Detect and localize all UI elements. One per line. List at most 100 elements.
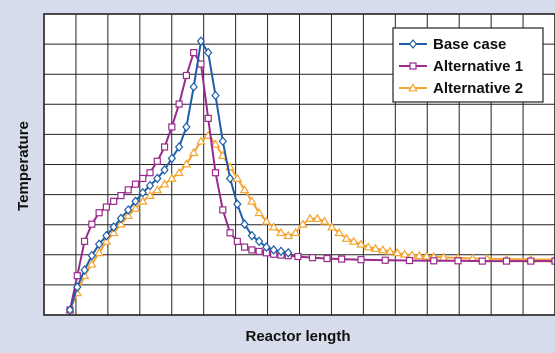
data-point [197, 60, 205, 68]
data-point [196, 136, 206, 145]
data-point [241, 243, 249, 251]
data-point [247, 196, 257, 205]
data-point [226, 229, 234, 237]
data-point [131, 196, 140, 207]
data-point [294, 252, 302, 261]
data-point [421, 251, 432, 260]
data-point [527, 257, 535, 265]
data-point [108, 227, 119, 237]
data-point [308, 254, 317, 262]
data-point [181, 159, 192, 168]
data-point [124, 186, 132, 194]
data-point [153, 173, 162, 184]
data-point [102, 203, 110, 211]
data-point [88, 220, 96, 228]
data-point [233, 237, 241, 245]
data-point [116, 213, 126, 224]
data-point [283, 230, 294, 240]
data-point [102, 230, 111, 241]
data-point [370, 243, 381, 252]
x-axis-label: Reactor length [245, 328, 350, 345]
data-point [109, 222, 118, 232]
legend-entry: Alternative 2 [399, 80, 523, 97]
data-point [204, 47, 213, 58]
data-point [211, 90, 220, 101]
grid-lines [44, 14, 555, 315]
legend-label: Alternative 1 [433, 58, 523, 75]
data-point [232, 173, 243, 182]
data-point [341, 233, 352, 242]
data-point [323, 254, 331, 263]
data-point [174, 142, 184, 152]
data-point [218, 136, 227, 147]
data-point [160, 164, 169, 175]
data-point [430, 257, 438, 265]
data-point [290, 227, 301, 237]
data-point [254, 207, 264, 217]
data-point [248, 246, 256, 254]
data-point [168, 123, 176, 131]
data-point [305, 213, 315, 222]
data-point [153, 157, 161, 165]
legend-entry: Base case [399, 36, 506, 53]
data-point [124, 204, 133, 215]
data-point [146, 169, 154, 177]
data-point [338, 255, 346, 263]
data-point [254, 236, 264, 247]
data-point [145, 190, 155, 199]
data-point [381, 256, 389, 264]
data-point [297, 219, 308, 228]
data-point [117, 192, 125, 200]
data-point [73, 272, 81, 280]
series-base-case [65, 36, 293, 315]
series-layer [65, 36, 555, 315]
data-point [131, 180, 140, 188]
data-point [101, 236, 112, 245]
data-point [130, 203, 141, 212]
data-point [357, 256, 365, 264]
data-point [255, 247, 263, 255]
data-point [219, 206, 227, 214]
data-point [86, 259, 97, 268]
data-point [276, 246, 286, 257]
data-point [80, 237, 89, 245]
data-point [268, 222, 279, 231]
data-point [478, 257, 486, 265]
legend-label: Alternative 2 [433, 80, 523, 97]
data-point [138, 187, 147, 198]
data-point [348, 236, 359, 245]
data-point [139, 174, 147, 183]
data-point [269, 245, 278, 255]
data-point [225, 173, 235, 184]
data-point [414, 250, 425, 260]
data-point [247, 230, 257, 241]
data-point [95, 209, 103, 217]
data-point [211, 169, 220, 177]
data-point [363, 242, 374, 251]
data-point [502, 257, 511, 265]
data-point [385, 246, 395, 255]
data-point [123, 210, 134, 220]
y-axis-label: Temperature [15, 121, 32, 211]
data-point [73, 282, 82, 293]
data-point [190, 48, 198, 57]
legend: Base case Alternative 1 Alternative 2 [392, 27, 544, 103]
data-point [327, 222, 337, 231]
plot-border [43, 13, 555, 316]
data-point [276, 227, 286, 237]
data-point [334, 227, 345, 237]
data-point [174, 167, 184, 177]
data-point [204, 114, 212, 122]
data-point [167, 153, 177, 164]
data-point [189, 81, 198, 92]
data-point [210, 139, 221, 148]
data-point [356, 239, 366, 248]
legend-marker [408, 83, 418, 92]
data-point [312, 213, 323, 222]
data-point [239, 184, 250, 194]
data-point [175, 100, 183, 108]
data-point [159, 179, 170, 188]
legend-marker [409, 62, 417, 70]
